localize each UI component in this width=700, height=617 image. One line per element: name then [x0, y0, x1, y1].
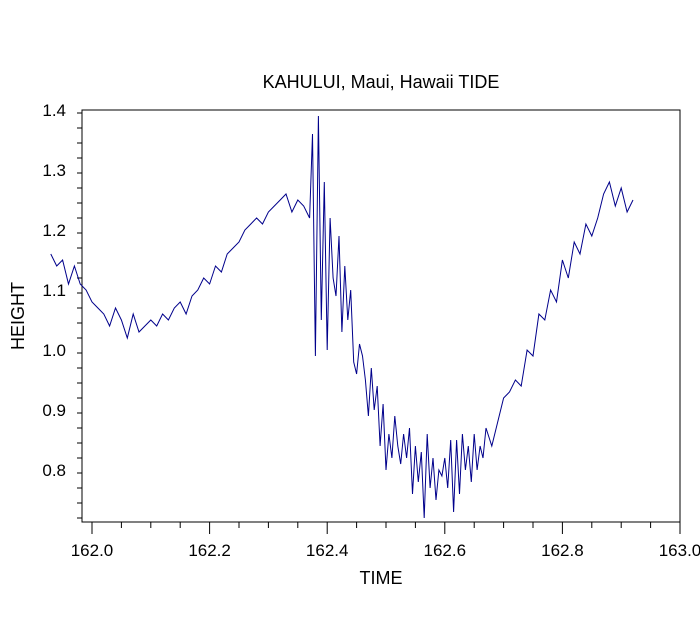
y-tick-label: 1.3: [42, 161, 66, 180]
y-tick-label: 0.9: [42, 401, 66, 420]
y-tick-label: 1.0: [42, 341, 66, 360]
y-tick-label: 0.8: [42, 461, 66, 480]
y-tick-label: 1.4: [42, 101, 66, 120]
y-axis: 0.8 0.9 1.0 1.1 1.2 1.3 1.4: [42, 101, 82, 519]
y-axis-label: HEIGHT: [8, 282, 28, 350]
plot-frame: [81, 109, 681, 523]
x-tick-label: 162.8: [541, 541, 584, 560]
tide-height-line: [50, 115, 634, 519]
x-tick-label: 162.6: [424, 541, 467, 560]
y-tick-label: 1.1: [42, 281, 66, 300]
x-tick-label: 162.2: [188, 541, 231, 560]
x-tick-label: 163.0: [659, 541, 700, 560]
y-tick-label: 1.2: [42, 221, 66, 240]
x-tick-label: 162.0: [71, 541, 114, 560]
x-axis-label: TIME: [360, 568, 403, 588]
chart-title: KAHULUI, Maui, Hawaii TIDE: [263, 72, 500, 92]
x-axis: 162.0 162.2 162.4 162.6 162.8 163.0: [71, 522, 700, 560]
x-tick-label: 162.4: [306, 541, 349, 560]
